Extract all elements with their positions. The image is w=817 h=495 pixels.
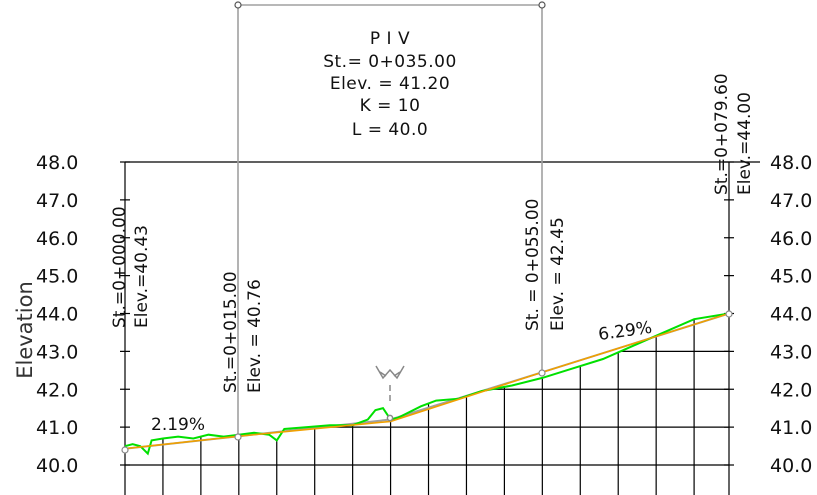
left-axis-ticks: 48.0 47.0 46.0 45.0 44.0 43.0 42.0 41.0 40.0	[36, 152, 130, 477]
left-tick-label: 41.0	[36, 417, 78, 439]
piv-box: P I V St.= 0+035.00 Elev. = 41.20 K = 10…	[234, 1, 546, 160]
node-st-000	[121, 446, 129, 454]
station-label-015: St.=0+015.00	[221, 271, 241, 393]
right-axis-ticks: 48.0 47.0 46.0 45.0 44.0 43.0 42.0 41.0 40.0	[724, 152, 812, 477]
left-tick-label: 46.0	[36, 228, 78, 250]
station-label-000: St.=0+000.00	[110, 206, 130, 328]
right-tick-label: 45.0	[770, 266, 812, 288]
right-tick-label: 48.0	[770, 152, 812, 174]
left-tick-label: 42.0	[36, 379, 78, 401]
piv-title: P I V	[370, 29, 410, 49]
node-st-015	[234, 433, 242, 441]
right-tick-label: 43.0	[770, 341, 812, 363]
right-tick-label: 46.0	[770, 228, 812, 250]
y-axis-title: Elevation	[13, 281, 37, 379]
station-label-080: St.=0+079.60	[712, 73, 732, 195]
elevation-label-080: Elev.=44.00	[735, 92, 755, 195]
right-tick-label: 42.0	[770, 379, 812, 401]
piv-right-node	[538, 1, 546, 9]
piv-l: L = 40.0	[352, 120, 428, 140]
station-label-055: St. = 0+055.00	[523, 199, 543, 331]
elevation-label-000: Elev.=40.43	[132, 225, 152, 328]
left-tick-label: 45.0	[36, 266, 78, 288]
piv-left-node	[234, 1, 242, 9]
left-tick-label: 47.0	[36, 190, 78, 212]
left-tick-label: 43.0	[36, 341, 78, 363]
vertical-curve	[124, 312, 730, 450]
grade-left: 2.19%	[151, 415, 205, 435]
elevation-label-015: Elev. = 40.76	[245, 279, 265, 393]
node-st-055	[538, 369, 546, 377]
right-tick-label: 44.0	[770, 304, 812, 326]
left-tick-label: 48.0	[36, 152, 78, 174]
low-point-marker-icon	[375, 365, 405, 422]
elevation-label-055: Elev. = 42.45	[548, 217, 568, 331]
piv-k: K = 10	[360, 96, 421, 116]
node-st-080	[725, 310, 733, 318]
right-tick-label: 47.0	[770, 190, 812, 212]
right-tick-label: 41.0	[770, 417, 812, 439]
profile-grid	[124, 161, 760, 495]
piv-elevation: Elev. = 41.20	[330, 74, 450, 94]
left-tick-label: 44.0	[36, 304, 78, 326]
ground-line	[124, 312, 730, 456]
right-tick-label: 40.0	[770, 455, 812, 477]
left-tick-label: 40.0	[36, 455, 78, 477]
piv-station: St.= 0+035.00	[323, 52, 457, 72]
